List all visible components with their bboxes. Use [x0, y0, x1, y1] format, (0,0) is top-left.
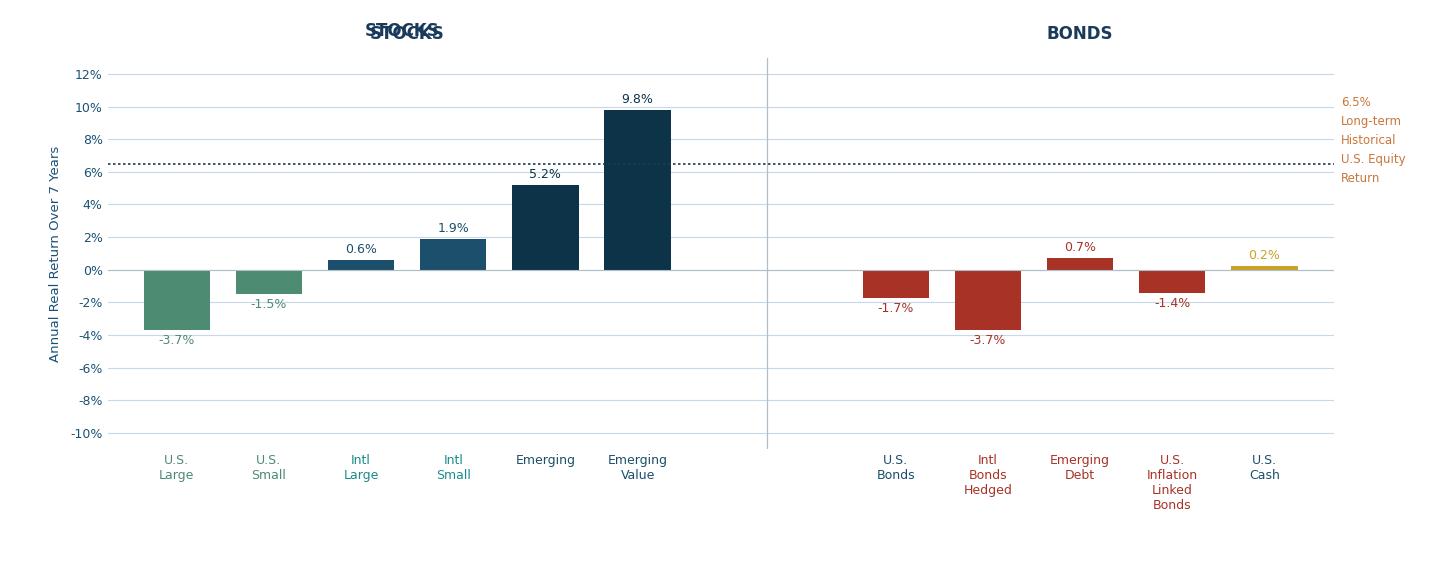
Text: 0.7%: 0.7% [1064, 241, 1096, 254]
Text: U.S.
Large: U.S. Large [159, 454, 195, 482]
Text: U.S.
Bonds: U.S. Bonds [876, 454, 915, 482]
Text: Emerging
Debt: Emerging Debt [1050, 454, 1110, 482]
Text: Emerging: Emerging [515, 454, 575, 467]
Text: 0.6%: 0.6% [346, 243, 377, 256]
Bar [512, 185, 578, 270]
Bar [862, 270, 929, 297]
Text: -3.7%: -3.7% [969, 334, 1007, 347]
Text: 6.5%
Long-term
Historical
U.S. Equity
Return: 6.5% Long-term Historical U.S. Equity Re… [1341, 96, 1405, 185]
Text: BONDS: BONDS [1047, 25, 1113, 43]
Text: Intl
Large: Intl Large [343, 454, 379, 482]
Bar [143, 270, 209, 330]
Text: 1.9%: 1.9% [437, 222, 469, 234]
Text: -1.5%: -1.5% [251, 298, 287, 311]
Text: 5.2%: 5.2% [529, 168, 561, 181]
Text: STOCKS: STOCKS [366, 22, 440, 40]
Bar [235, 270, 303, 294]
Text: STOCKS: STOCKS [370, 25, 445, 43]
Y-axis label: Annual Real Return Over 7 Years: Annual Real Return Over 7 Years [49, 145, 62, 362]
Text: -1.4%: -1.4% [1154, 297, 1190, 310]
Bar [420, 239, 486, 270]
Text: Intl
Small: Intl Small [436, 454, 470, 482]
Text: -3.7%: -3.7% [159, 334, 195, 347]
Bar [1232, 267, 1298, 270]
Bar [955, 270, 1021, 330]
Bar [1139, 270, 1206, 293]
Text: 9.8%: 9.8% [622, 93, 654, 106]
Text: U.S.
Small: U.S. Small [251, 454, 287, 482]
Bar [604, 110, 671, 270]
Text: 0.2%: 0.2% [1249, 249, 1281, 263]
Text: U.S.
Inflation
Linked
Bonds: U.S. Inflation Linked Bonds [1147, 454, 1197, 512]
Text: U.S.
Cash: U.S. Cash [1249, 454, 1281, 482]
Bar [328, 260, 394, 270]
Text: Intl
Bonds
Hedged: Intl Bonds Hedged [964, 454, 1012, 497]
Text: -1.7%: -1.7% [878, 302, 913, 314]
Text: Emerging
Value: Emerging Value [608, 454, 668, 482]
Bar [1047, 258, 1113, 270]
